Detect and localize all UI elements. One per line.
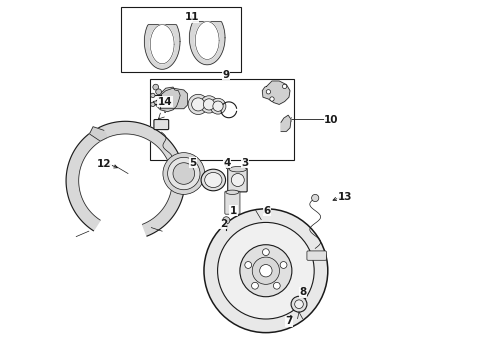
Circle shape [273,282,280,289]
Circle shape [312,194,319,202]
Circle shape [213,101,223,111]
Polygon shape [153,87,180,112]
Circle shape [266,90,270,94]
Circle shape [245,262,252,269]
Circle shape [151,102,155,107]
Circle shape [263,249,270,256]
Polygon shape [66,121,185,236]
Text: 11: 11 [184,12,199,22]
Circle shape [204,209,328,333]
Text: 13: 13 [338,192,352,202]
Circle shape [203,99,215,110]
Circle shape [218,222,314,319]
Polygon shape [150,25,174,64]
Circle shape [270,97,274,101]
Bar [121,7,242,72]
Text: 5: 5 [189,158,196,168]
Circle shape [231,174,245,186]
Circle shape [210,98,226,114]
FancyBboxPatch shape [154,120,169,130]
Ellipse shape [205,172,222,188]
Circle shape [168,157,200,190]
FancyBboxPatch shape [225,191,240,214]
Ellipse shape [201,169,225,191]
Text: 4: 4 [223,158,231,168]
Text: 9: 9 [223,70,230,80]
Circle shape [151,93,155,98]
Circle shape [280,262,287,269]
Circle shape [222,217,230,224]
Ellipse shape [226,190,239,194]
FancyBboxPatch shape [307,251,326,260]
Text: 14: 14 [158,96,172,107]
Polygon shape [190,22,225,65]
Circle shape [240,245,292,297]
Text: 8: 8 [299,287,306,297]
Circle shape [282,84,287,89]
Circle shape [156,89,162,95]
Circle shape [153,84,159,90]
Circle shape [260,265,272,277]
Text: 1: 1 [230,206,237,216]
Circle shape [192,98,205,111]
Polygon shape [145,24,180,69]
Text: 12: 12 [97,159,111,169]
Circle shape [188,94,208,114]
Text: 7: 7 [286,316,293,326]
Circle shape [252,257,279,284]
Text: 6: 6 [263,206,270,216]
Polygon shape [281,115,291,131]
Circle shape [251,282,258,289]
Circle shape [163,153,205,194]
Text: 2: 2 [220,219,227,229]
Text: 3: 3 [242,158,248,168]
Polygon shape [90,127,107,141]
Circle shape [200,96,218,113]
Circle shape [294,300,303,309]
Polygon shape [262,81,290,104]
Polygon shape [196,22,219,59]
Circle shape [173,163,195,184]
FancyBboxPatch shape [228,168,247,192]
Polygon shape [160,88,187,109]
Bar [149,79,294,160]
Text: 10: 10 [324,114,339,125]
Ellipse shape [229,166,246,172]
Circle shape [291,296,307,312]
